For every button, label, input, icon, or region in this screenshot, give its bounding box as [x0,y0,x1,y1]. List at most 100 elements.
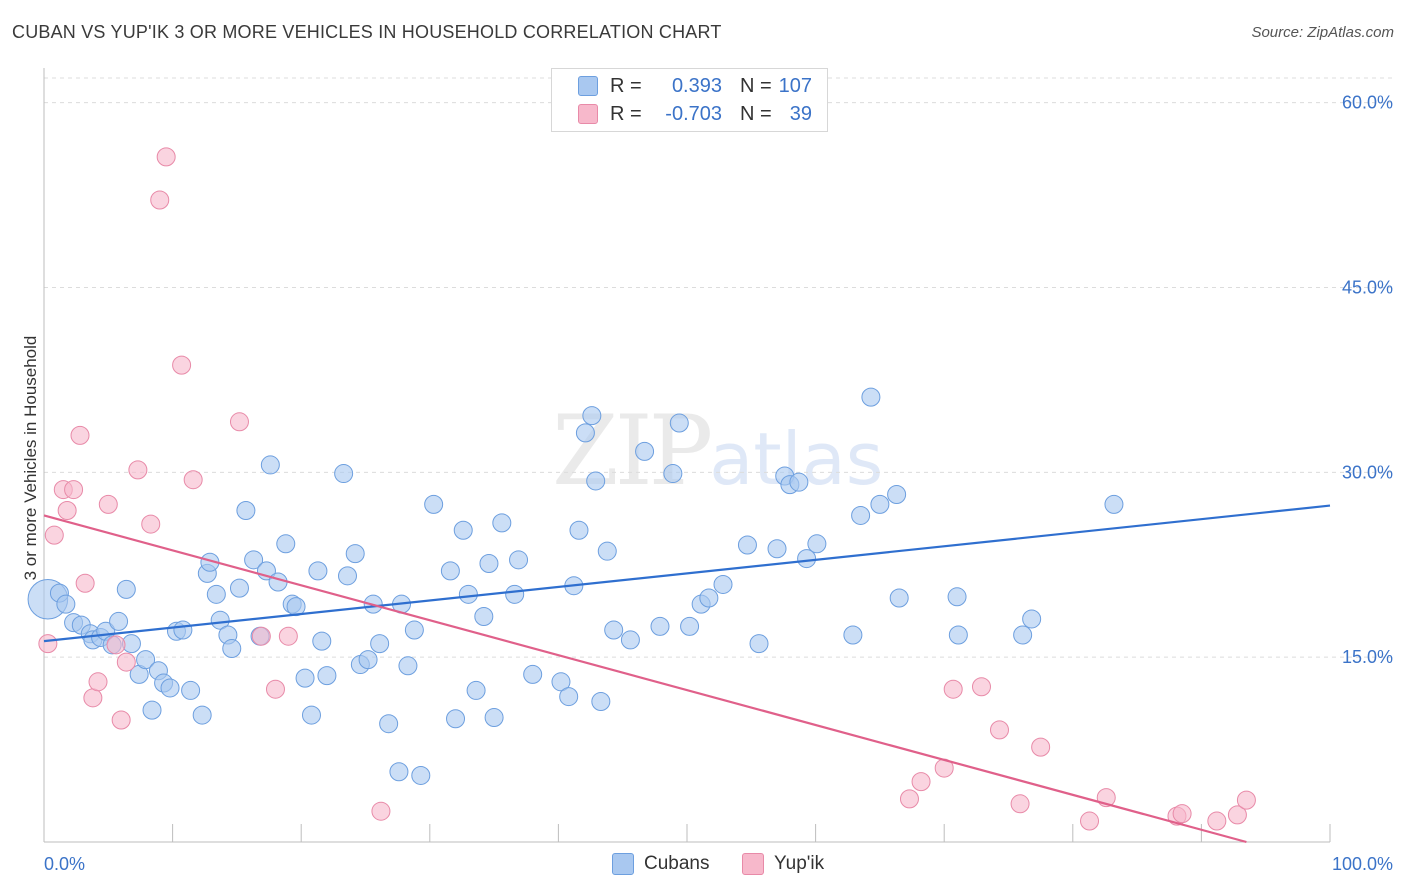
legend-n-value: 107 [778,74,812,97]
cuban-point [440,561,460,581]
cuban-point [192,705,212,725]
cuban-point [492,513,512,533]
y-tick-label: 60.0% [1342,93,1393,113]
watermark-zip: ZIP [552,395,713,507]
cuban-point [523,664,543,684]
yupik-point [1080,811,1100,831]
cuban-point [210,610,230,630]
cuban-point [411,765,431,785]
legend-swatch-yupik [578,104,598,124]
yupik-point [83,688,103,708]
y-tick-label: 30.0% [1342,462,1393,482]
cuban-point [749,634,769,654]
watermark: ZIPatlas [552,395,883,507]
series-label-yupik: Yup'ik [774,853,825,874]
cuban-point [260,455,280,475]
yupik-trend-line [43,514,1247,844]
yupik-point [75,573,95,593]
cuban-point [948,625,968,645]
cuban-point [136,650,156,670]
cuban-point [551,672,571,692]
x-tick-label: 0.0% [44,854,85,874]
chart-title: CUBAN VS YUP'IK 3 OR MORE VEHICLES IN HO… [12,22,722,42]
cuban-point [358,650,378,670]
yupik-point [98,494,118,514]
cuban-point [160,678,180,698]
cuban-point [116,579,136,599]
legend-r-value: 0.393 [671,74,722,97]
legend-n-label: N = [740,102,772,125]
yupik-point [111,710,131,730]
cuban-point [591,692,611,712]
cuban-point [379,714,399,734]
yupik-point [38,634,58,654]
yupik-point [229,412,249,432]
yupik-point [116,652,136,672]
series-legend-cubans: Cubans [612,852,710,876]
cuban-point [620,630,640,650]
cuban-point [458,584,478,604]
cuban-point [56,594,76,614]
cuban-point [807,534,827,554]
cuban-point [604,620,624,640]
cuban-point [244,550,264,570]
yupik-point [251,626,271,646]
cuban-point [222,639,242,659]
legend-row-cubans: R = 0.393 N = 107 [578,73,812,99]
cuban-point [424,494,444,514]
cuban-point [479,554,499,574]
cuban-point [861,387,881,407]
cuban-point [142,700,162,720]
cuban-point [345,544,365,564]
yupik-point [64,480,84,500]
cuban-point [635,441,655,461]
cuban-point [312,631,332,651]
yupik-point [1207,811,1227,831]
cuban-point [680,616,700,636]
cuban-point [737,535,757,555]
cuban-point [597,541,617,561]
yupik-point [265,679,285,699]
cuban-point [569,520,589,540]
yupik-point [1010,794,1030,814]
cuban-point [389,762,409,782]
legend-n-value: 39 [789,102,812,125]
yupik-point [128,460,148,480]
yupik-point [183,470,203,490]
y-axis-label: 3 or more Vehicles in Household [21,336,40,581]
cuban-point [466,680,486,700]
y-tick-label: 45.0% [1342,277,1393,297]
yupik-point [899,789,919,809]
correlation-legend: R = 0.393 N = 107 R = -0.703 N = 39 [551,68,828,132]
cuban-point [317,666,337,686]
cuban-point [109,611,129,631]
cuban-point [575,423,595,443]
yupik-point [1236,790,1256,810]
cuban-point [509,550,529,570]
cuban-point [181,680,201,700]
cuban-point [236,501,256,521]
cuban-point [334,464,354,484]
cuban-point [505,584,525,604]
cuban-point [947,587,967,607]
yupik-point [371,801,391,821]
cuban-point [295,668,315,688]
cuban-point [650,616,670,636]
yupik-point [156,147,176,167]
cuban-point [889,588,909,608]
source-credit: Source: ZipAtlas.com [1251,24,1394,41]
series-label-cubans: Cubans [644,853,710,874]
cuban-point [582,406,602,426]
cuban-point [767,539,787,559]
cuban-point [446,709,466,729]
yupik-point [1172,804,1192,824]
cuban-point [586,471,606,491]
cuban-point [484,708,504,728]
cuban-point [229,578,249,598]
cuban-point [370,634,390,654]
cuban-point [559,687,579,707]
yupik-point [943,679,963,699]
cuban-point [268,572,288,592]
cuban-point [870,494,890,514]
